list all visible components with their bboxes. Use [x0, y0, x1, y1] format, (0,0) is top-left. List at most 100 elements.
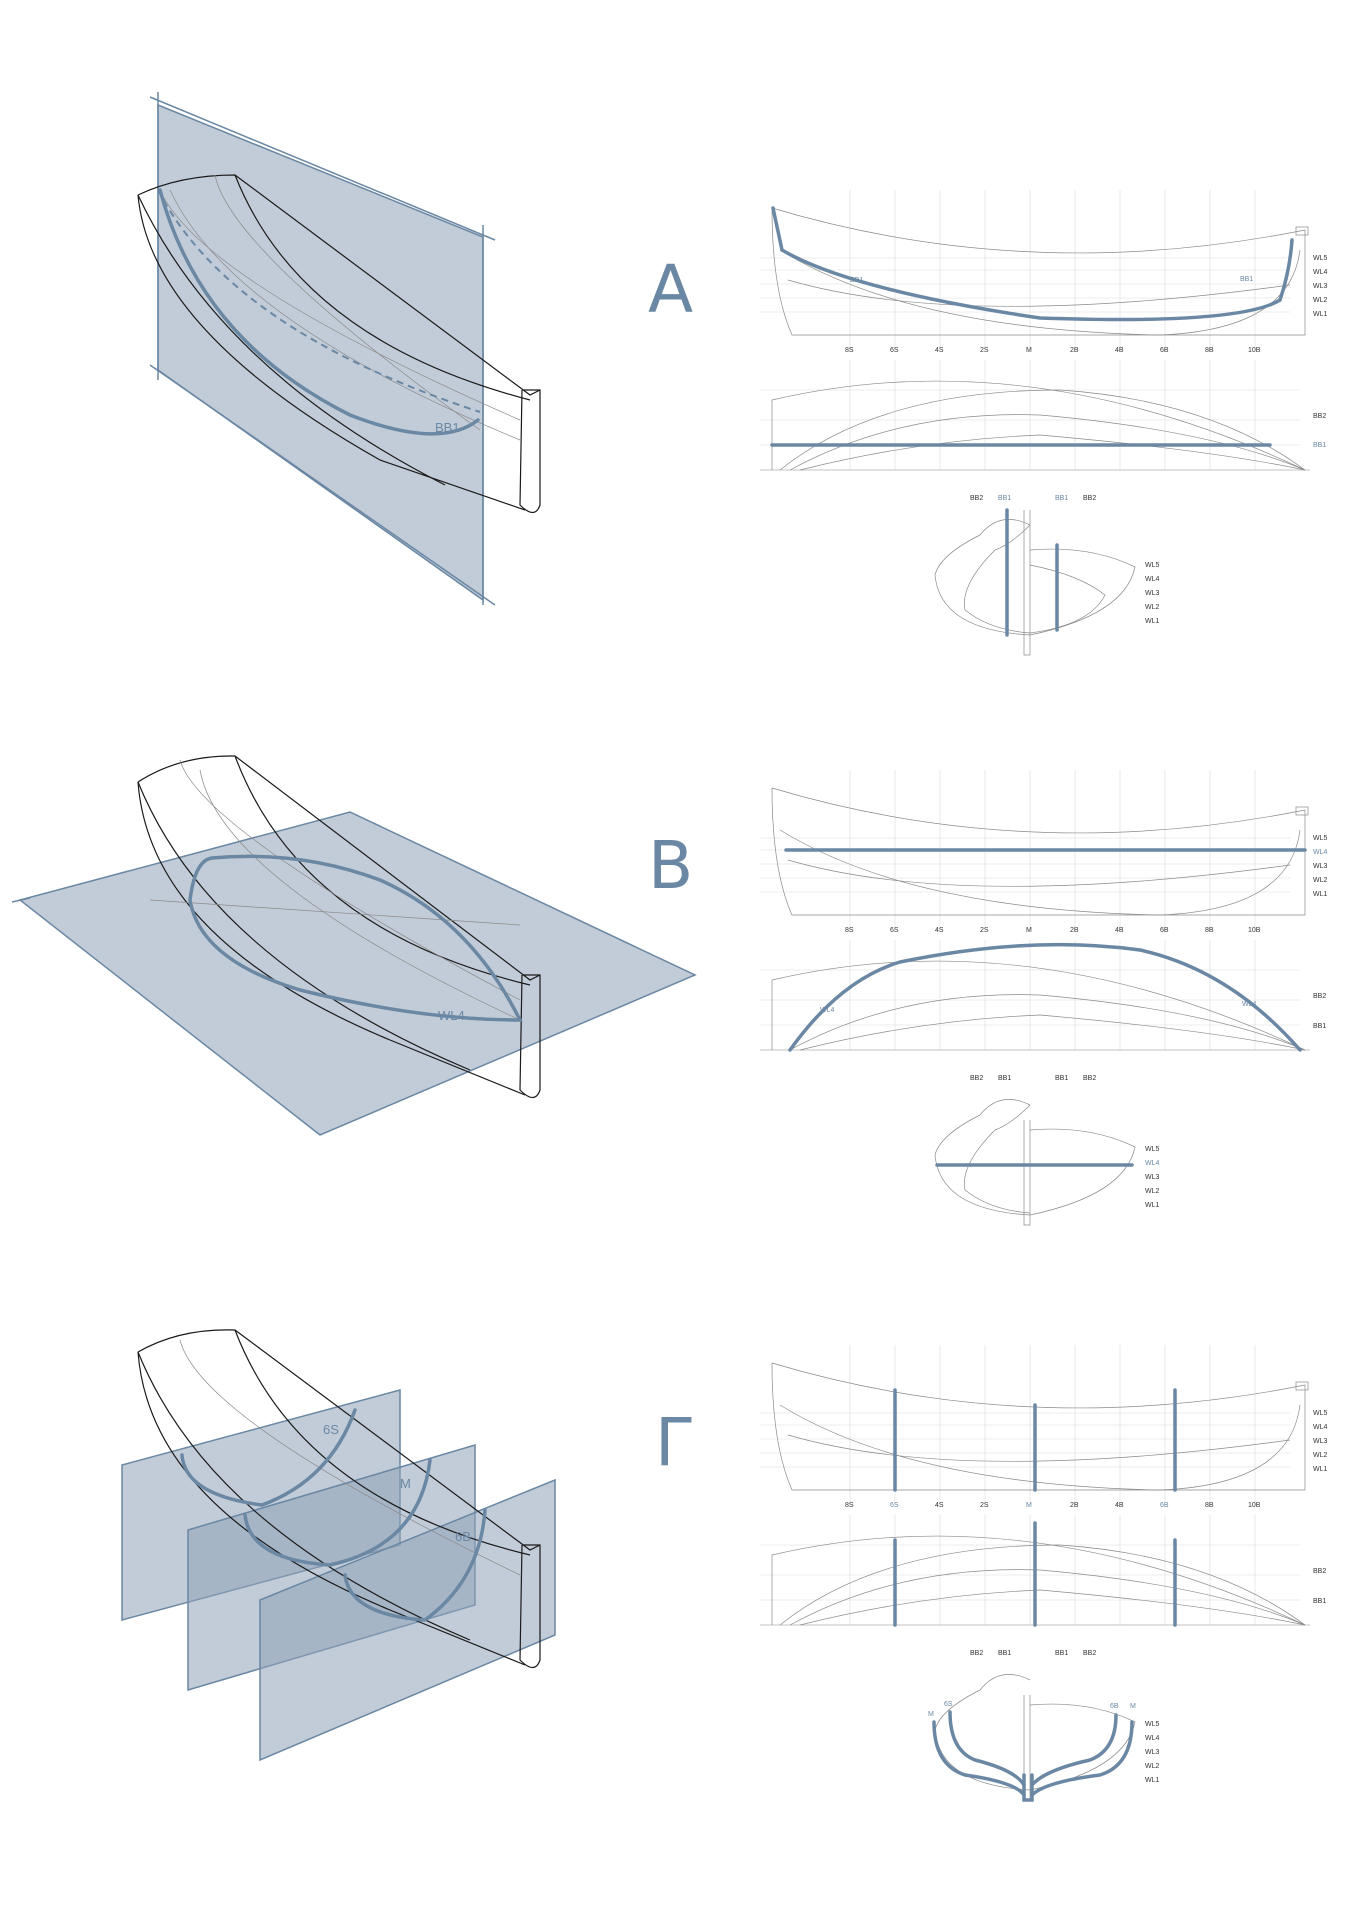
svg-text:10B: 10B: [1248, 347, 1261, 354]
station-labels: 8S 6S 4S 2S M 2B 4B 6B 8B 10B: [845, 347, 1261, 354]
panel-letter-b: B: [648, 827, 693, 904]
bb1-section-curve: [158, 188, 480, 436]
panel-g: 6S M 6B Г WL5 WL4 WL3 WL2 WL1 8S 6S 4S 2…: [121, 1329, 1328, 1802]
svg-text:BB2: BB2: [1083, 1650, 1096, 1657]
svg-text:WL4: WL4: [1313, 849, 1328, 856]
svg-text:WL1: WL1: [1313, 1466, 1328, 1473]
iso-tag-b: WL4: [438, 1008, 465, 1023]
svg-text:8B: 8B: [1205, 347, 1214, 354]
svg-text:BB2: BB2: [970, 1650, 983, 1657]
svg-text:BB1: BB1: [1055, 1075, 1068, 1082]
svg-text:WL2: WL2: [1145, 1763, 1160, 1770]
svg-text:BB1: BB1: [1055, 495, 1068, 502]
station-6b-curve: [343, 1508, 487, 1622]
svg-text:BB2: BB2: [1313, 413, 1326, 420]
panel-b: WL4 B WL5 WL4 WL3 WL2 WL1 8S 6S 4S 2S M …: [11, 755, 1328, 1226]
svg-text:WL1: WL1: [1313, 311, 1328, 318]
station-m-curve: [243, 1458, 432, 1567]
svg-text:M: M: [1026, 927, 1032, 934]
svg-text:WL3: WL3: [1313, 283, 1328, 290]
plan-view-g: BB2 BB1: [760, 1515, 1326, 1627]
panel-a: BB1 A BB1 BB1 WL5 WL4 WL3 WL2 WL1 8S 6S: [137, 92, 1328, 656]
panel-letter-a: A: [648, 251, 693, 328]
svg-text:6B: 6B: [1160, 1502, 1169, 1509]
svg-text:BB1: BB1: [850, 277, 863, 284]
svg-text:WL5: WL5: [1145, 1146, 1160, 1153]
wl4-section-curve: [188, 854, 523, 1022]
profile-view-b: WL5 WL4 WL3 WL2 WL1 8S 6S 4S 2S M 2B 4B …: [760, 770, 1328, 934]
svg-text:6S: 6S: [944, 1701, 953, 1708]
svg-text:BB1: BB1: [1313, 1598, 1326, 1605]
svg-text:WL4: WL4: [820, 1007, 835, 1014]
svg-text:BB2: BB2: [1083, 1075, 1096, 1082]
svg-text:6B: 6B: [1110, 1703, 1119, 1710]
svg-text:BB1: BB1: [1313, 442, 1326, 449]
svg-text:WL1: WL1: [1145, 618, 1160, 625]
svg-text:8S: 8S: [845, 927, 854, 934]
svg-text:6S: 6S: [890, 1502, 899, 1509]
svg-text:BB2: BB2: [970, 1075, 983, 1082]
plan-view-b: WL4 WL4 BB2 BB1: [760, 940, 1326, 1052]
svg-text:WL1: WL1: [1145, 1202, 1160, 1209]
svg-text:WL3: WL3: [1145, 1174, 1160, 1181]
svg-text:4B: 4B: [1115, 347, 1124, 354]
svg-text:8S: 8S: [845, 1502, 854, 1509]
svg-text:10B: 10B: [1248, 1502, 1261, 1509]
svg-text:6B: 6B: [1160, 347, 1169, 354]
svg-text:4S: 4S: [935, 1502, 944, 1509]
svg-text:WL3: WL3: [1313, 863, 1328, 870]
svg-text:BB2: BB2: [1083, 495, 1096, 502]
svg-text:WL2: WL2: [1313, 1452, 1328, 1459]
svg-text:BB2: BB2: [1313, 1568, 1326, 1575]
svg-text:4S: 4S: [935, 927, 944, 934]
iso-tag-a: BB1: [435, 420, 460, 435]
svg-text:BB1: BB1: [1313, 1023, 1326, 1030]
svg-text:8B: 8B: [1205, 1502, 1214, 1509]
svg-text:BB2: BB2: [970, 495, 983, 502]
svg-text:6S: 6S: [890, 347, 899, 354]
body-plan-b: BB2 BB1 BB1 BB2 WL5 WL4 WL3 WL2 WL1: [934, 1075, 1160, 1226]
svg-text:WL2: WL2: [1145, 604, 1160, 611]
buttock-plane: [157, 103, 484, 602]
svg-text:2B: 2B: [1070, 927, 1079, 934]
svg-text:M: M: [928, 1711, 934, 1718]
svg-text:2S: 2S: [980, 1502, 989, 1509]
body-waterline-labels: WL5 WL4 WL3 WL2 WL1: [1145, 562, 1160, 625]
svg-text:WL1: WL1: [1313, 891, 1328, 898]
iso-hull-g: 6S M 6B: [121, 1329, 556, 1762]
profile-view-a: BB1 BB1 WL5 WL4 WL3 WL2 WL1 8S 6S 4S 2S …: [760, 190, 1328, 354]
svg-text:M: M: [1130, 1703, 1136, 1710]
svg-text:6S: 6S: [890, 927, 899, 934]
svg-text:WL5: WL5: [1313, 255, 1328, 262]
svg-text:2S: 2S: [980, 927, 989, 934]
svg-text:WL5: WL5: [1145, 1721, 1160, 1728]
iso-hull-a: BB1: [137, 92, 541, 606]
svg-text:WL2: WL2: [1313, 297, 1328, 304]
svg-text:BB1: BB1: [998, 1075, 1011, 1082]
iso-tag-m: M: [400, 1476, 411, 1491]
svg-text:4S: 4S: [935, 347, 944, 354]
svg-text:6B: 6B: [1160, 927, 1169, 934]
svg-text:BB1: BB1: [1055, 1650, 1068, 1657]
svg-text:8S: 8S: [845, 347, 854, 354]
svg-text:10B: 10B: [1248, 927, 1261, 934]
plan-view-a: BB2 BB1: [760, 360, 1326, 471]
iso-hull-b: WL4: [11, 755, 697, 1136]
svg-text:WL5: WL5: [1145, 562, 1160, 569]
iso-tag-6s: 6S: [323, 1422, 339, 1437]
station-plane-6b: [259, 1478, 556, 1762]
svg-text:8B: 8B: [1205, 927, 1214, 934]
svg-text:2B: 2B: [1070, 1502, 1079, 1509]
svg-text:M: M: [1026, 347, 1032, 354]
svg-text:BB1: BB1: [998, 495, 1011, 502]
svg-text:WL4: WL4: [1313, 1424, 1328, 1431]
iso-tag-6b: 6B: [455, 1529, 471, 1544]
svg-text:BB1: BB1: [998, 1650, 1011, 1657]
svg-text:4B: 4B: [1115, 1502, 1124, 1509]
svg-text:2S: 2S: [980, 347, 989, 354]
panel-letter-g: Г: [655, 1404, 695, 1481]
svg-text:WL4: WL4: [1145, 576, 1160, 583]
svg-text:WL4: WL4: [1242, 1001, 1257, 1008]
svg-text:M: M: [1026, 1502, 1032, 1509]
